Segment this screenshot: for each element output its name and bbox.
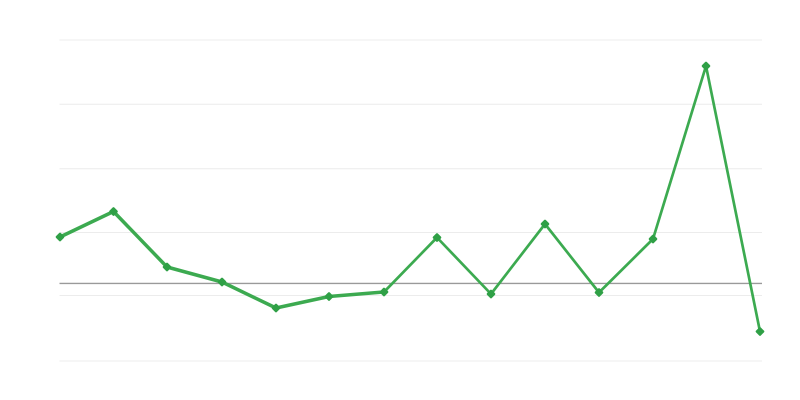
data-point-marker[interactable]: [701, 61, 711, 71]
data-point-marker[interactable]: [486, 289, 496, 299]
data-point-marker[interactable]: [379, 287, 389, 297]
data-point-marker[interactable]: [55, 232, 65, 242]
data-point-marker[interactable]: [648, 234, 658, 244]
data-point-marker[interactable]: [755, 327, 765, 337]
data-point-marker[interactable]: [162, 262, 172, 272]
data-point-marker[interactable]: [109, 207, 119, 217]
data-point-marker[interactable]: [271, 303, 281, 313]
series-line-thick: [58, 209, 386, 310]
data-point-marker[interactable]: [324, 292, 334, 302]
data-point-marker[interactable]: [432, 233, 442, 243]
data-point-marker[interactable]: [594, 288, 604, 298]
series-line: [382, 64, 762, 333]
data-point-marker[interactable]: [217, 277, 227, 287]
data-point-marker[interactable]: [540, 219, 550, 229]
